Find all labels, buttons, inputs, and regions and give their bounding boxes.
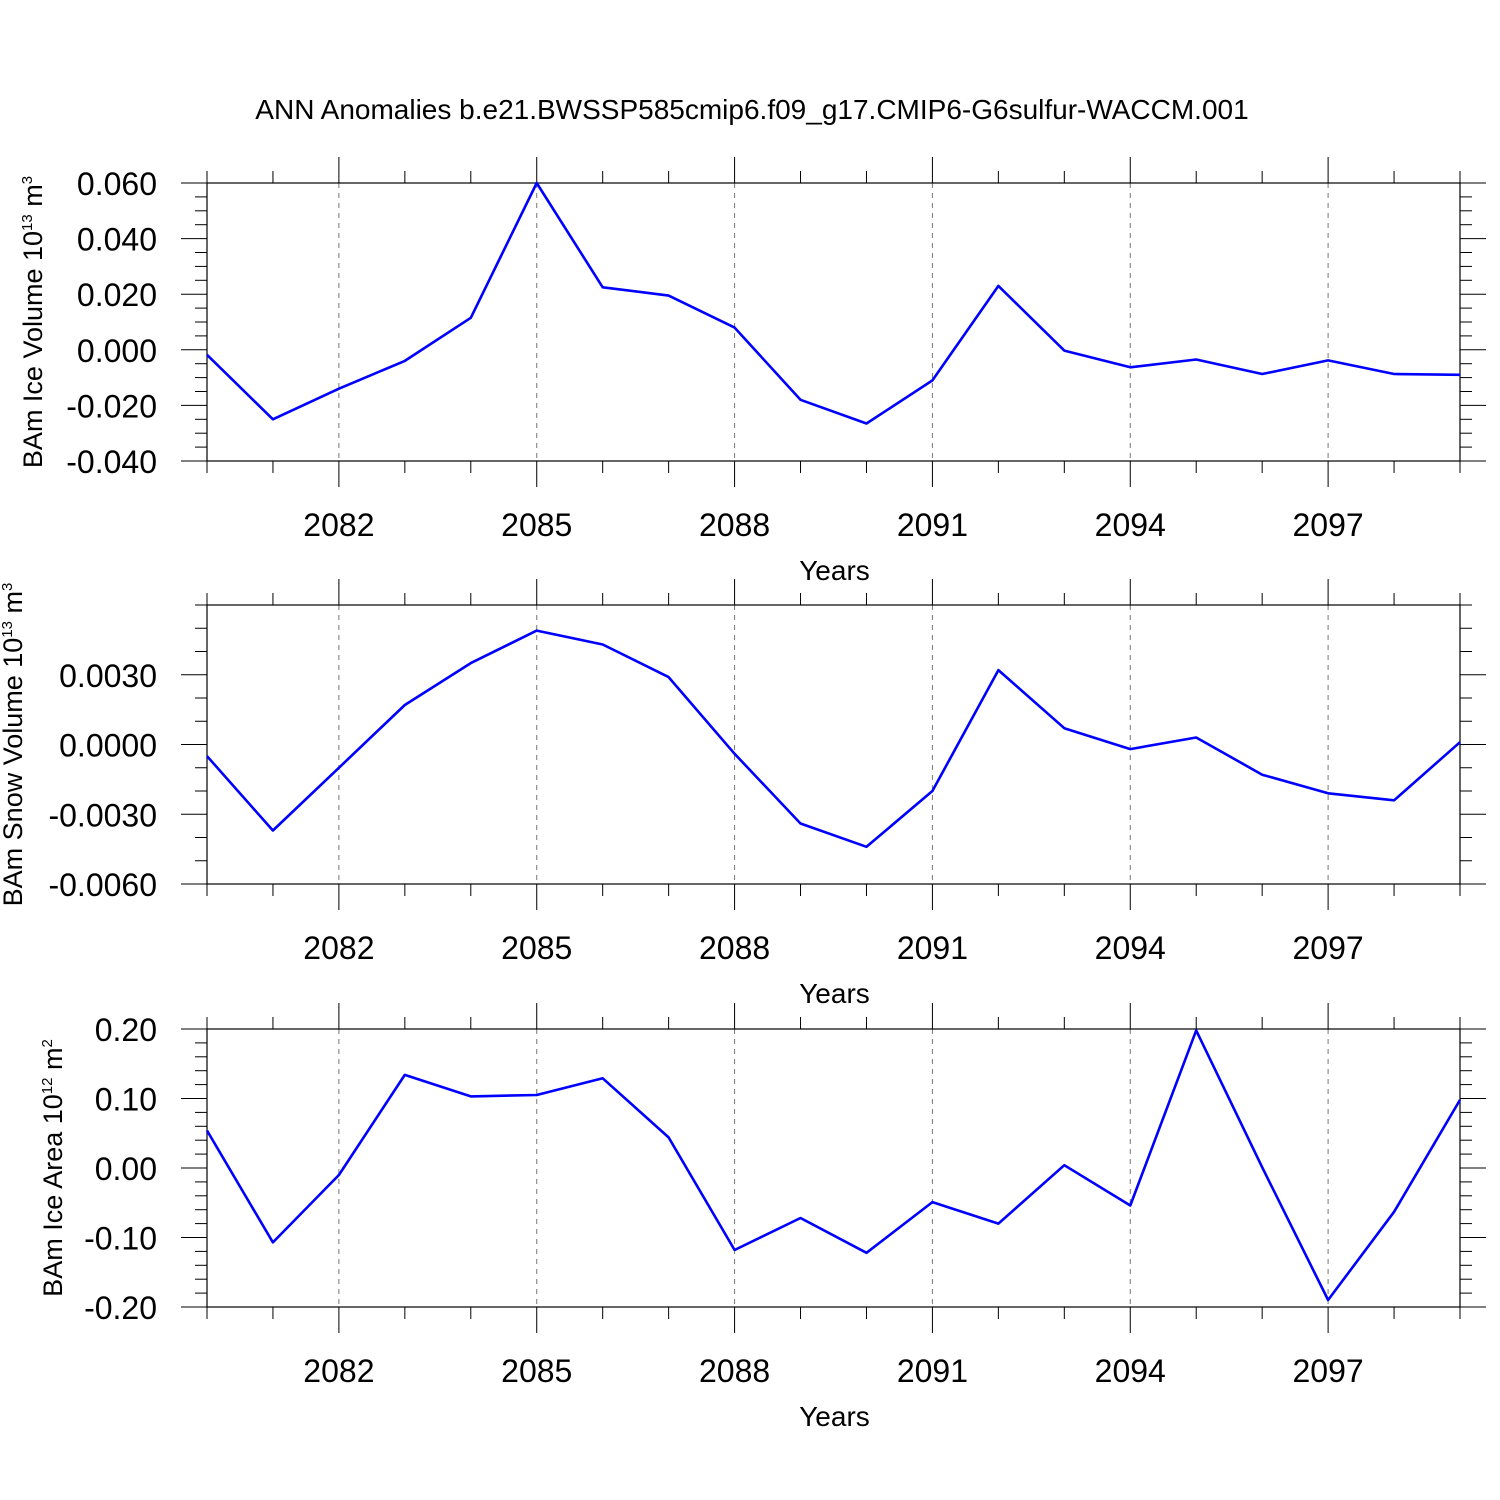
- y-axis-label-base: BAm Ice Area 10: [38, 1094, 68, 1297]
- y-tick-label: 0.000: [77, 333, 157, 369]
- y-tick-label: -0.0030: [48, 797, 157, 833]
- y-axis-label-unit-exponent: 2: [39, 1039, 56, 1047]
- y-tick-label: -0.020: [66, 388, 157, 424]
- x-tick-label: 2094: [1095, 930, 1166, 966]
- y-axis-label: BAm Ice Area 1012 m2: [38, 1039, 68, 1297]
- y-tick-label: 0.20: [95, 1012, 157, 1048]
- plot-frame: [206, 1028, 1461, 1308]
- y-tick-label: -0.0060: [48, 867, 157, 903]
- x-ticks: [206, 1003, 1461, 1333]
- plot-frame: [206, 182, 1461, 462]
- x-axis-label: Years: [799, 1401, 870, 1432]
- x-tick-label: 2088: [699, 930, 770, 966]
- x-tick-label: 2097: [1293, 930, 1364, 966]
- series-line: [206, 629, 1461, 849]
- y-tick-label: 0.10: [95, 1082, 157, 1118]
- y-axis-label-base: BAm Ice Volume 10: [18, 231, 48, 468]
- y-tick-label: -0.10: [84, 1221, 157, 1257]
- series-line: [205, 1029, 1462, 1302]
- series-line: [206, 181, 1461, 425]
- y-axis-label-unit: m: [18, 184, 48, 214]
- y-axis-label-unit-exponent: 3: [0, 583, 16, 591]
- y-tick-label: 0.0000: [59, 728, 157, 764]
- x-tick-label: 2088: [699, 507, 770, 543]
- y-tick-label: 0.0030: [59, 658, 157, 694]
- chart-panel-1: 2082 2085 2088 2091 2094 2097 -0.040 -0.020 0.00…: [18, 157, 1486, 586]
- y-tick-label: 0.040: [77, 222, 157, 258]
- x-tick-label: 2094: [1095, 507, 1166, 543]
- y-axis-label: BAm Ice Volume 1013 m3: [18, 176, 48, 468]
- y-tick-label: -0.040: [66, 444, 157, 480]
- x-ticks: [206, 157, 1461, 487]
- x-tick-label: 2085: [501, 507, 572, 543]
- y-axis-label-exponent: 13: [19, 214, 36, 231]
- y-axis-label: BAm Snow Volume 1013 m3: [0, 583, 28, 907]
- x-tick-label: 2097: [1293, 507, 1364, 543]
- x-ticks: [206, 579, 1461, 910]
- y-axis-label-base: BAm Snow Volume 10: [0, 638, 28, 907]
- y-tick-label: -0.20: [84, 1290, 157, 1326]
- y-ticks: [181, 1028, 1486, 1308]
- x-axis-label: Years: [799, 555, 870, 586]
- y-tick-label: 0.00: [95, 1151, 157, 1187]
- y-axis-label-unit-exponent: 3: [19, 176, 36, 184]
- panels: 2082 2085 2088 2091 2094 2097 -0.040 -0.020 0.00…: [0, 157, 1486, 1432]
- x-axis-label: Years: [799, 978, 870, 1009]
- y-axis-label-exponent: 12: [39, 1078, 56, 1095]
- y-tick-label: 0.060: [77, 166, 157, 202]
- x-tick-label: 2097: [1293, 1353, 1364, 1389]
- x-tick-label: 2091: [897, 930, 968, 966]
- x-tick-label: 2091: [897, 1353, 968, 1389]
- plot-frame: [206, 604, 1461, 885]
- chart-panel-3: 2082 2085 2088 2091 2094 2097 -0.20 -0.10 0.00 0.…: [38, 1003, 1486, 1432]
- x-tick-label: 2091: [897, 507, 968, 543]
- y-axis-label-exponent: 13: [0, 621, 16, 638]
- chart-panel-2: 2082 2085 2088 2091 2094 2097 -0.0060 -0.0030 0.…: [0, 579, 1486, 1009]
- x-tick-label: 2082: [303, 1353, 374, 1389]
- x-tick-label: 2085: [501, 930, 572, 966]
- figure-title: ANN Anomalies b.e21.BWSSP585cmip6.f09_g1…: [255, 94, 1248, 125]
- x-tick-label: 2082: [303, 930, 374, 966]
- y-tick-label: 0.020: [77, 277, 157, 313]
- x-tick-label: 2088: [699, 1353, 770, 1389]
- x-tick-label: 2085: [501, 1353, 572, 1389]
- y-ticks: [181, 182, 1486, 462]
- y-ticks: [181, 604, 1486, 885]
- x-tick-label: 2082: [303, 507, 374, 543]
- x-tick-label: 2094: [1095, 1353, 1166, 1389]
- y-axis-label-unit: m: [38, 1048, 68, 1078]
- y-axis-label-unit: m: [0, 591, 28, 621]
